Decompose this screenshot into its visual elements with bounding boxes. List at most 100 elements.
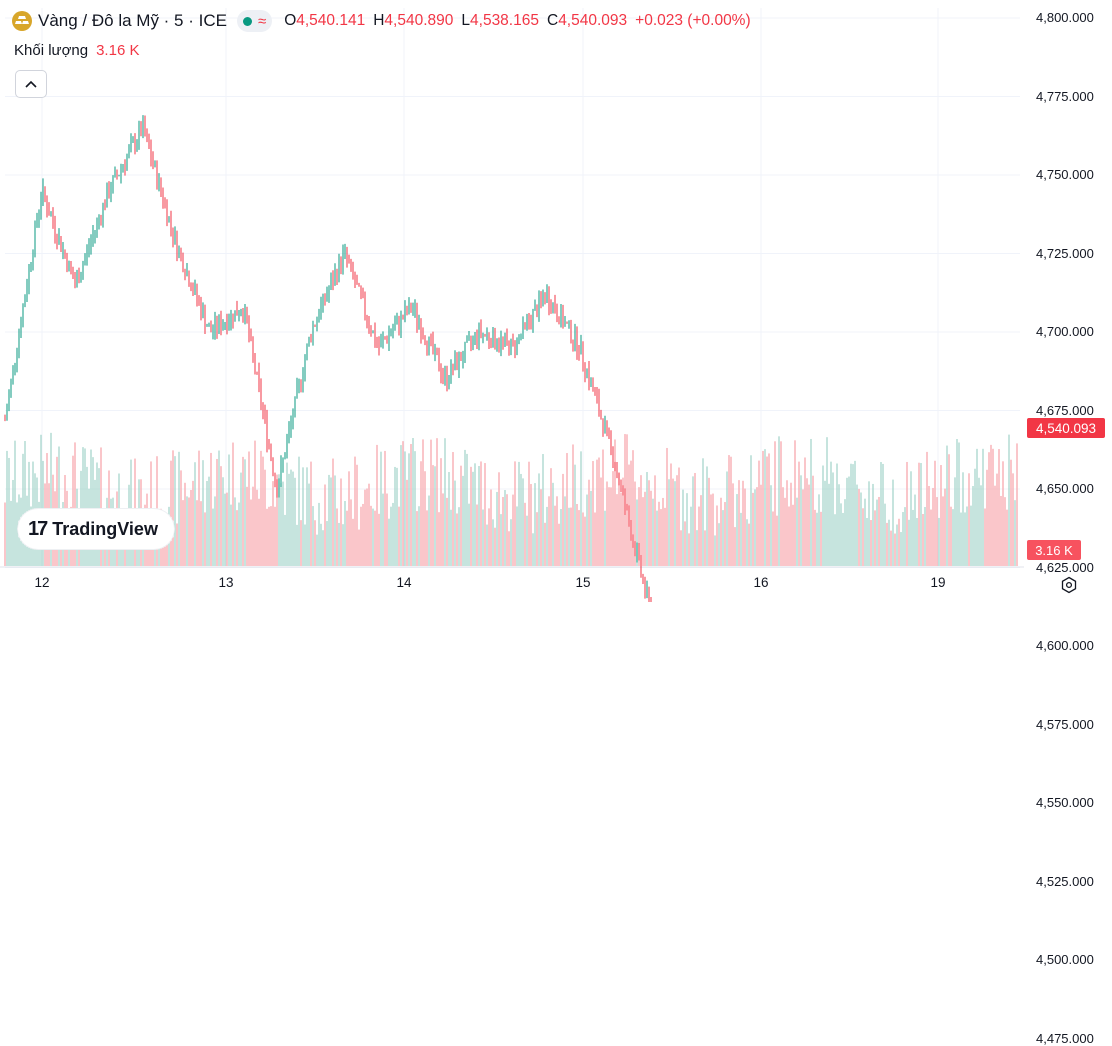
- volume-bar: [286, 462, 288, 566]
- volume-bar: [938, 517, 940, 566]
- volume-bar: [914, 494, 916, 566]
- volume-bar: [504, 490, 506, 566]
- market-status-pill[interactable]: ≈: [236, 10, 273, 32]
- price-tick-label: 4,625.000: [1036, 559, 1094, 575]
- volume-bar: [640, 475, 642, 566]
- volume-bar: [174, 456, 176, 566]
- volume-bar: [752, 492, 754, 566]
- volume-bar: [936, 497, 938, 566]
- volume-bar: [670, 463, 672, 566]
- volume-bar: [822, 465, 824, 566]
- time-tick-label: 19: [930, 575, 946, 590]
- volume-bar: [566, 453, 568, 566]
- volume-bar: [854, 460, 856, 566]
- volume-bar: [1016, 443, 1018, 566]
- volume-bar: [644, 491, 646, 566]
- volume-bar: [792, 504, 794, 566]
- volume-bar: [238, 502, 240, 566]
- volume-bar: [578, 510, 580, 566]
- volume-bar: [600, 477, 602, 566]
- volume-bar: [366, 488, 368, 566]
- volume-bar: [976, 448, 978, 566]
- volume-bar: [460, 465, 462, 566]
- volume-bar: [384, 450, 386, 566]
- volume-bar: [584, 516, 586, 566]
- volume-bar: [454, 480, 456, 566]
- volume-bar: [998, 449, 1000, 566]
- volume-bar: [972, 486, 974, 566]
- settings-gear-icon[interactable]: [1060, 576, 1078, 594]
- volume-bar: [552, 482, 554, 566]
- volume-bar: [6, 450, 8, 566]
- volume-bar: [952, 509, 954, 566]
- volume-bar: [772, 511, 774, 566]
- volume-bar: [176, 523, 178, 566]
- volume-bar: [818, 494, 820, 566]
- tradingview-logo[interactable]: 17 TradingView: [18, 509, 174, 549]
- volume-bar: [550, 468, 552, 566]
- volume-bar: [962, 472, 964, 566]
- volume-bar: [656, 510, 658, 566]
- volume-bar: [232, 442, 234, 566]
- volume-bar: [224, 493, 226, 566]
- volume-bar: [306, 467, 308, 566]
- volume-bar: [508, 531, 510, 566]
- volume-bar: [40, 434, 42, 566]
- volume-bar: [276, 474, 278, 566]
- volume-bar: [58, 446, 60, 566]
- symbol-title[interactable]: Vàng / Đô la Mỹ · 5 · ICE: [38, 11, 227, 30]
- volume-bar: [476, 504, 478, 566]
- volume-bar: [986, 469, 988, 566]
- wave-icon: ≈: [257, 12, 267, 30]
- price-tick-label: 4,675.000: [1036, 402, 1094, 418]
- volume-bar: [676, 475, 678, 566]
- volume-bar: [1004, 497, 1006, 566]
- volume-bar: [576, 503, 578, 566]
- volume-bar: [514, 461, 516, 566]
- price-tick-label: 4,750.000: [1036, 167, 1094, 182]
- volume-bar: [358, 529, 360, 566]
- volume-bar: [360, 506, 362, 566]
- volume-bar: [922, 513, 924, 566]
- volume-bar: [900, 532, 902, 566]
- volume-bar: [330, 477, 332, 566]
- price-chart[interactable]: [0, 0, 1112, 602]
- volume-bar: [820, 511, 822, 566]
- volume-bar: [974, 468, 976, 566]
- volume-bar: [942, 496, 944, 566]
- volume-bar: [784, 497, 786, 566]
- volume-bar: [74, 442, 76, 566]
- volume-bar: [806, 478, 808, 566]
- price-tick-label: 4,550.000: [1036, 795, 1094, 810]
- collapse-legend-button[interactable]: [15, 70, 47, 98]
- volume-bar: [548, 496, 550, 566]
- volume-bar: [802, 489, 804, 566]
- volume-bar: [776, 515, 778, 566]
- volume-bar: [816, 512, 818, 566]
- volume-bar: [882, 463, 884, 566]
- volume-bar: [436, 438, 438, 566]
- volume-bar: [220, 466, 222, 566]
- volume-bar: [606, 481, 608, 566]
- volume-bar: [786, 480, 788, 566]
- volume-bar: [16, 502, 18, 566]
- volume-bar: [90, 449, 92, 566]
- volume-bar: [560, 509, 562, 566]
- volume-bar: [762, 450, 764, 566]
- volume-bar: [636, 499, 638, 566]
- volume-bar: [544, 522, 546, 566]
- volume-bar: [728, 455, 730, 566]
- volume-bar: [564, 496, 566, 566]
- gold-bars-icon[interactable]: [12, 11, 32, 31]
- volume-bar: [726, 471, 728, 566]
- volume-bar: [204, 512, 206, 566]
- volume-bar: [692, 476, 694, 566]
- volume-bar: [226, 492, 228, 566]
- volume-bar: [510, 519, 512, 566]
- close-value: 4,540.093: [558, 12, 628, 29]
- volume-bar: [896, 524, 898, 566]
- volume-bar: [698, 506, 700, 566]
- volume-bar: [302, 467, 304, 566]
- volume-bar: [690, 506, 692, 566]
- volume-bar: [312, 506, 314, 566]
